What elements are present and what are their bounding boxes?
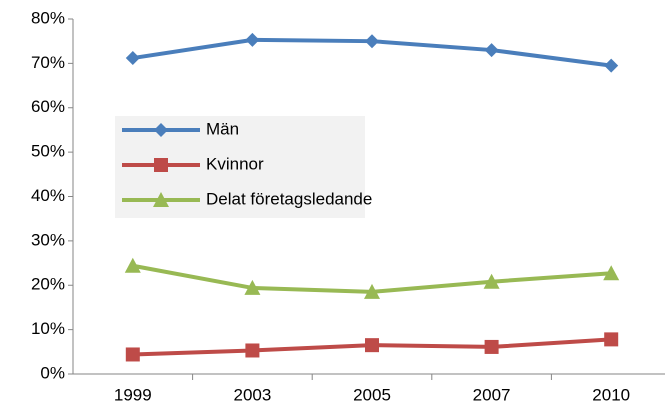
x-tick-label: 2005: [353, 385, 391, 404]
marker: [245, 343, 260, 358]
marker: [125, 347, 140, 362]
x-tick-label: 2007: [473, 385, 511, 404]
marker: [124, 257, 141, 273]
marker: [484, 339, 499, 354]
marker: [604, 58, 619, 73]
y-tick-label: 10%: [31, 319, 65, 338]
marker: [364, 283, 380, 299]
legend-label: Kvinnor: [206, 154, 264, 173]
marker: [154, 158, 168, 172]
x-tick-label: 2003: [233, 385, 271, 404]
marker: [603, 265, 620, 281]
marker: [365, 338, 379, 353]
legend-label: Män: [206, 119, 239, 138]
marker: [245, 32, 260, 47]
y-tick-label: 50%: [31, 142, 65, 161]
marker: [484, 43, 499, 58]
x-tick-label: 1999: [114, 385, 152, 404]
marker: [244, 279, 261, 295]
marker: [483, 273, 500, 289]
marker: [604, 332, 619, 347]
legend-label: Delat företagsledande: [206, 189, 372, 208]
x-tick-label: 2010: [592, 385, 630, 404]
y-tick-label: 20%: [31, 275, 65, 294]
marker: [154, 123, 168, 137]
marker: [125, 51, 140, 66]
y-tick-label: 0%: [40, 363, 65, 382]
y-tick-label: 70%: [31, 53, 65, 72]
y-tick-label: 40%: [31, 186, 65, 205]
y-tick-label: 60%: [31, 97, 65, 116]
y-tick-label: 30%: [31, 230, 65, 249]
marker: [365, 34, 379, 49]
y-tick-label: 80%: [31, 8, 65, 27]
marker: [153, 192, 169, 207]
